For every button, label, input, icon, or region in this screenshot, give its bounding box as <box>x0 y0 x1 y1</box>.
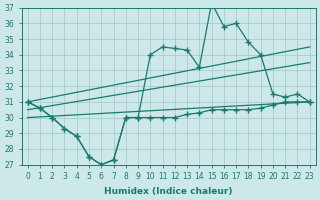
X-axis label: Humidex (Indice chaleur): Humidex (Indice chaleur) <box>104 187 233 196</box>
